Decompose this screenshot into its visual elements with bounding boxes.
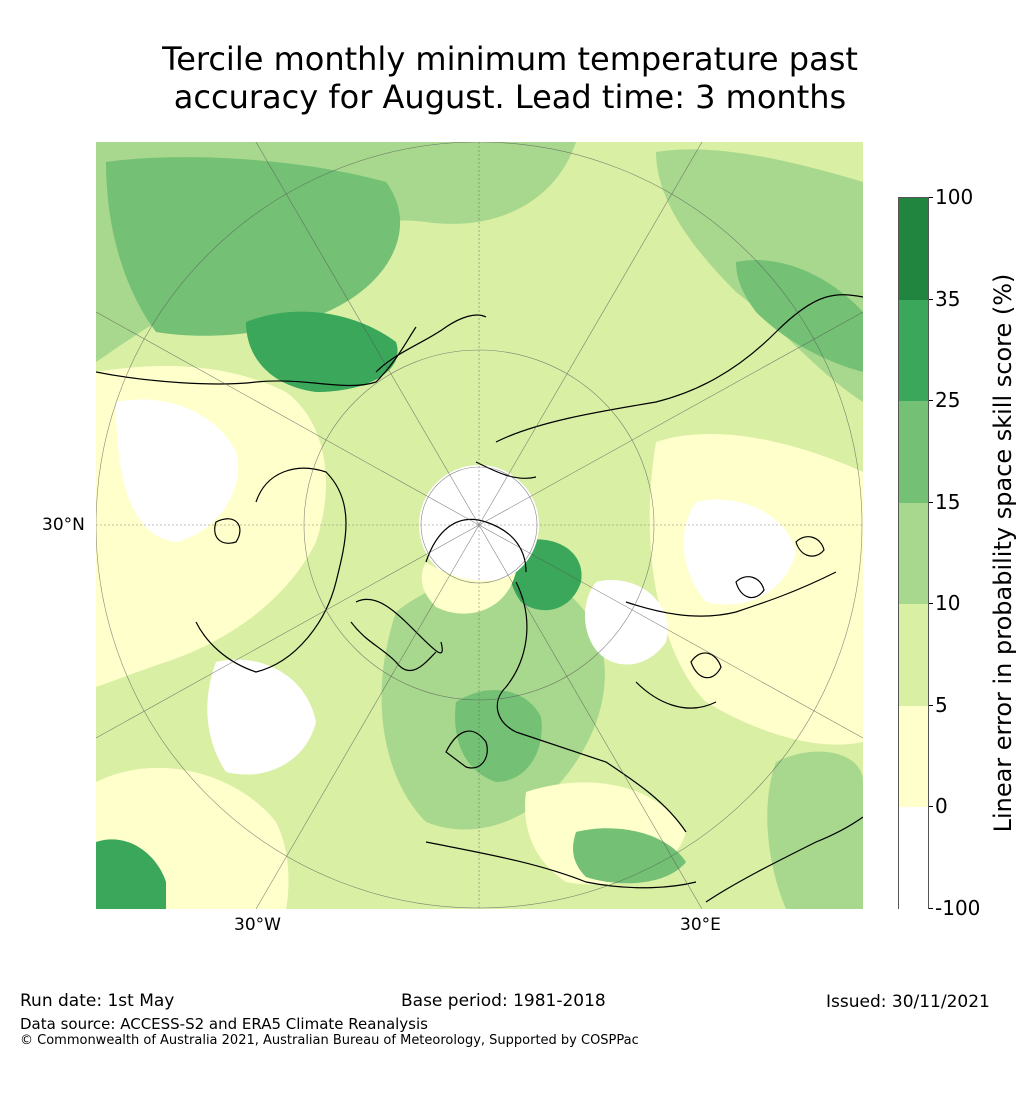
no-skill-canada — [116, 399, 238, 542]
colorbar-label: Linear error in probability space skill … — [989, 273, 1017, 833]
skill-region-se-corner — [767, 751, 863, 909]
lon-label-30w: 30°W — [234, 915, 281, 935]
lat-label-30n: 30°N — [42, 515, 85, 535]
colorbar-tickmark — [929, 502, 933, 503]
no-skill-central-siberia — [683, 499, 796, 605]
colorbar-band-0-5 — [899, 706, 928, 807]
graticule — [96, 142, 863, 909]
colorbar-band-5-10 — [899, 604, 928, 706]
colorbar-band-35-100 — [899, 198, 928, 300]
skill-region-kamchatka — [736, 260, 863, 372]
colorbar — [898, 197, 929, 910]
colorbar-tick-15: 15 — [935, 490, 961, 514]
colorbar-tick-0: 0 — [935, 794, 948, 818]
map-title: Tercile monthly minimum temperature past… — [0, 40, 1020, 116]
colorbar-band-15-25 — [899, 401, 928, 503]
colorbar-tickmark — [929, 705, 933, 706]
run-date: Run date: 1st May — [20, 991, 175, 1011]
colorbar-tickmark — [929, 299, 933, 300]
no-skill-us — [207, 659, 316, 775]
colorbar-tickmark — [929, 806, 933, 807]
colorbar-tick-25: 25 — [935, 388, 961, 412]
skill-region-eastern-med — [573, 828, 686, 884]
skill-region-alaska-high — [246, 311, 398, 392]
colorbar-tickmark — [929, 197, 933, 198]
colorbar-tickmark — [929, 400, 933, 401]
base-period: Base period: 1981-2018 — [401, 991, 606, 1011]
colorbar-tick-neg100: -100 — [935, 896, 981, 920]
polar-skill-map — [96, 142, 863, 909]
colorbar-tick-35: 35 — [935, 287, 961, 311]
issued-date: Issued: 30/11/2021 — [826, 992, 990, 1012]
coastlines — [96, 294, 863, 903]
colorbar-band-25-35 — [899, 300, 928, 401]
colorbar-tickmark — [929, 908, 933, 909]
skill-region-north-sea — [455, 690, 542, 782]
colorbar-band-10-15 — [899, 503, 928, 604]
lon-label-30e: 30°E — [680, 915, 721, 935]
colorbar-tickmark — [929, 603, 933, 604]
colorbar-tick-100: 100 — [935, 185, 974, 209]
map-canvas — [96, 142, 863, 909]
colorbar-tick-5: 5 — [935, 693, 948, 717]
colorbar-tick-10: 10 — [935, 591, 961, 615]
skill-region-sw-corner — [96, 839, 166, 909]
colorbar-band-neg100-0 — [899, 807, 928, 910]
skill-region-north-pacific — [106, 157, 401, 336]
title-line-1: Tercile monthly minimum temperature past — [162, 40, 858, 78]
copyright: © Commonwealth of Australia 2021, Austra… — [20, 1033, 639, 1048]
no-skill-russia — [584, 580, 668, 665]
data-source: Data source: ACCESS-S2 and ERA5 Climate … — [20, 1015, 428, 1033]
title-line-2: accuracy for August. Lead time: 3 months — [173, 78, 847, 116]
low-skill-greenland-sea — [421, 562, 516, 614]
